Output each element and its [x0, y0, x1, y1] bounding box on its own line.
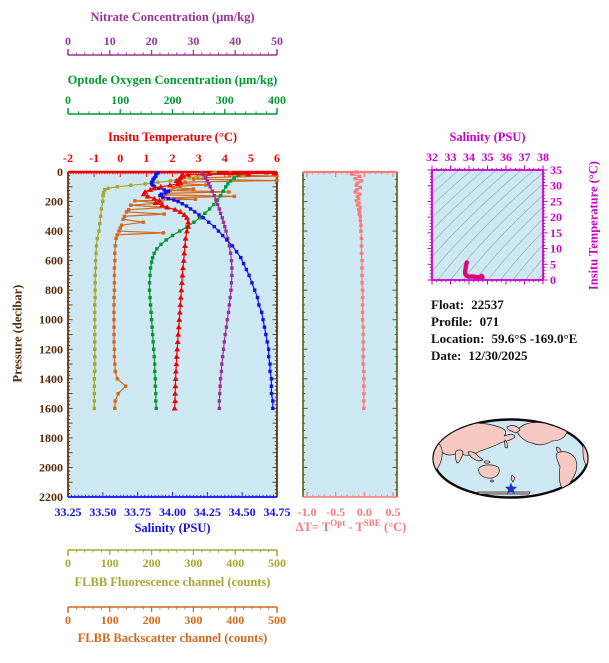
svg-text:33.75: 33.75: [124, 505, 151, 519]
svg-text:500: 500: [268, 556, 286, 570]
svg-text:0: 0: [65, 93, 71, 107]
svg-text:34: 34: [463, 150, 475, 164]
svg-text:20: 20: [146, 34, 158, 48]
svg-text:300: 300: [184, 556, 202, 570]
svg-text:400: 400: [45, 224, 63, 238]
svg-text:400: 400: [226, 556, 244, 570]
svg-text:5: 5: [248, 151, 254, 165]
svg-text:38: 38: [537, 150, 549, 164]
svg-text:200: 200: [164, 93, 182, 107]
svg-text:1: 1: [143, 151, 149, 165]
svg-text:20: 20: [550, 210, 562, 224]
oxygen-axis-title: Optode Oxygen Concentration (µm/kg): [67, 73, 278, 87]
svg-text:0: 0: [65, 613, 71, 627]
svg-text:34.75: 34.75: [264, 505, 291, 519]
nitrate-axis-title: Nitrate Concentration (µm/kg): [90, 10, 255, 24]
svg-text:34.25: 34.25: [194, 505, 221, 519]
svg-text:0.5: 0.5: [386, 505, 401, 519]
svg-text:5: 5: [550, 257, 556, 271]
svg-text:40: 40: [229, 34, 241, 48]
svg-text:30: 30: [550, 179, 562, 193]
svg-text:300: 300: [216, 93, 234, 107]
svg-text:0: 0: [65, 556, 71, 570]
svg-text:0: 0: [65, 34, 71, 48]
fluorescence-axis-title: FLBB Fluorescence channel (counts): [74, 575, 271, 589]
delta-t-axis-label: ΔT= TOpt - TSBE (°C): [295, 517, 407, 534]
svg-text:15: 15: [550, 226, 562, 240]
svg-text:36: 36: [500, 150, 512, 164]
svg-text:50: 50: [271, 34, 283, 48]
svg-text:300: 300: [184, 613, 202, 627]
salinity-axis-title: Salinity (PSU): [134, 521, 211, 535]
date-row: Date: 12/30/2025: [431, 348, 528, 363]
ts-temperature-label: Insitu Temperature (°C): [586, 161, 601, 291]
svg-text:37: 37: [519, 150, 531, 164]
temperature-axis-title: Insitu Temperature (°C): [107, 130, 238, 144]
float-location-marker: [504, 482, 518, 494]
svg-text:100: 100: [101, 556, 119, 570]
location-row: Location: 59.6°S -169.0°E: [431, 331, 578, 346]
svg-text:500: 500: [268, 613, 286, 627]
svg-text:400: 400: [226, 613, 244, 627]
svg-text:34.50: 34.50: [229, 505, 256, 519]
svg-text:200: 200: [45, 195, 63, 209]
svg-text:1000: 1000: [39, 313, 63, 327]
svg-text:10: 10: [550, 242, 562, 256]
svg-text:6: 6: [274, 151, 280, 165]
backscatter-axis-title: FLBB Backscatter channel (counts): [77, 631, 268, 645]
svg-text:-1.0: -1.0: [298, 505, 317, 519]
svg-text:10: 10: [104, 34, 116, 48]
svg-text:-2: -2: [63, 151, 73, 165]
svg-text:35: 35: [550, 163, 562, 177]
svg-text:33.50: 33.50: [89, 505, 116, 519]
svg-text:2: 2: [170, 151, 176, 165]
svg-text:100: 100: [111, 93, 129, 107]
ts-salinity-title: Salinity (PSU): [449, 130, 526, 144]
pressure-axis-label: Pressure (decibar): [10, 284, 25, 383]
svg-text:3: 3: [196, 151, 202, 165]
svg-text:25: 25: [550, 194, 562, 208]
svg-text:1200: 1200: [39, 342, 63, 356]
svg-text:35: 35: [482, 150, 494, 164]
svg-text:30: 30: [187, 34, 199, 48]
svg-text:32: 32: [426, 150, 438, 164]
svg-text:-0.5: -0.5: [326, 505, 345, 519]
svg-text:2000: 2000: [39, 460, 63, 474]
profile-number-row: Profile: 071: [431, 314, 500, 329]
svg-text:800: 800: [45, 283, 63, 297]
svg-text:34.00: 34.00: [159, 505, 186, 519]
float-id-row: Float: 22537: [431, 297, 504, 312]
svg-text:4: 4: [222, 151, 228, 165]
svg-text:0.0: 0.0: [357, 505, 372, 519]
svg-text:200: 200: [143, 556, 161, 570]
svg-text:600: 600: [45, 254, 63, 268]
svg-text:1800: 1800: [39, 431, 63, 445]
svg-text:100: 100: [101, 613, 119, 627]
svg-text:200: 200: [143, 613, 161, 627]
svg-text:0: 0: [57, 165, 63, 179]
svg-text:2200: 2200: [39, 490, 63, 504]
svg-text:-1: -1: [89, 151, 99, 165]
svg-text:0: 0: [117, 151, 123, 165]
svg-text:400: 400: [268, 93, 286, 107]
svg-text:1600: 1600: [39, 401, 63, 415]
svg-text:33: 33: [445, 150, 457, 164]
svg-text:33.25: 33.25: [55, 505, 82, 519]
svg-text:1400: 1400: [39, 372, 63, 386]
float-info-block: Float: 22537 Profile: 071 Location: 59.6°S …: [431, 296, 577, 364]
svg-text:0: 0: [550, 273, 556, 287]
world-map: [432, 418, 589, 499]
